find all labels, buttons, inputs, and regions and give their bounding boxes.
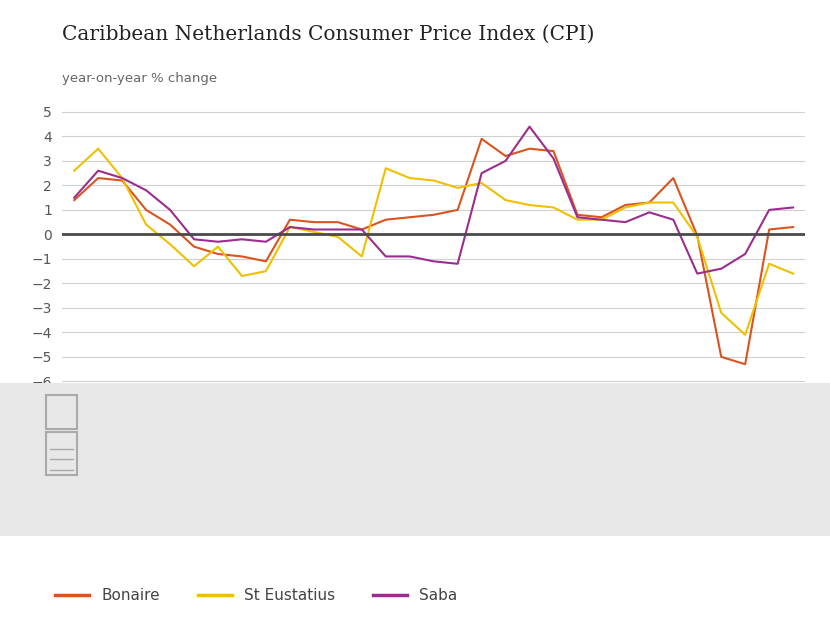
Legend: Bonaire, St Eustatius, Saba: Bonaire, St Eustatius, Saba [49, 582, 463, 609]
Bar [46, 432, 77, 475]
Bar [46, 396, 77, 429]
Text: year-on-year % change: year-on-year % change [62, 72, 217, 85]
Text: Caribbean Netherlands Consumer Price Index (CPI): Caribbean Netherlands Consumer Price Ind… [62, 25, 595, 44]
